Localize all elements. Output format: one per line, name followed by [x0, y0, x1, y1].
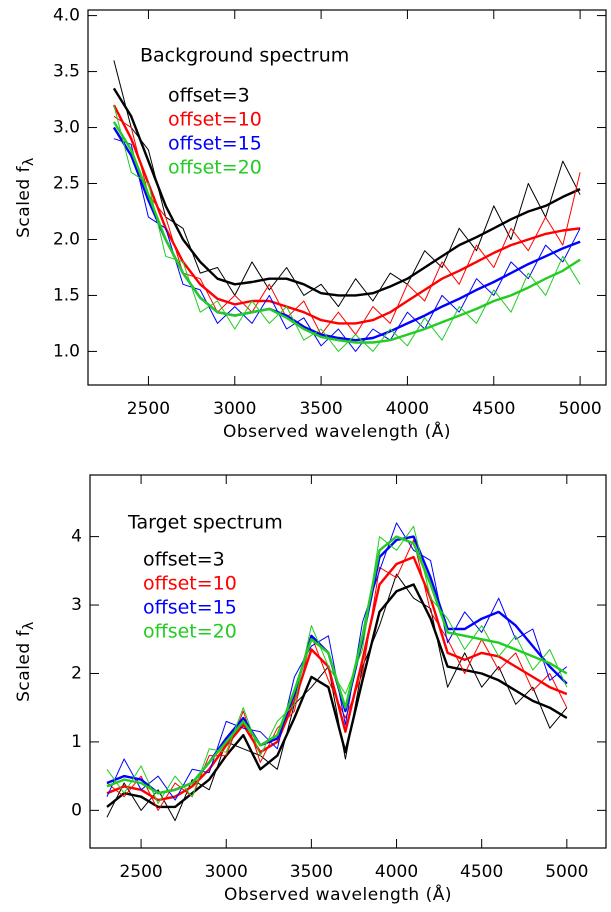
annotation-title: Target spectrum [127, 512, 283, 534]
legend-entry: offset=10 [143, 573, 237, 595]
plot-frame [87, 9, 607, 386]
y-axis-label-sub: λ [21, 157, 37, 166]
y-tick-label: 3.0 [53, 118, 80, 138]
x-tick-label: 3000 [213, 399, 256, 419]
smooth-line [106, 535, 568, 795]
smooth-line [112, 104, 581, 325]
y-tick-label: 3 [71, 595, 82, 615]
legend-entry: offset=20 [168, 157, 262, 179]
smooth-line [112, 87, 581, 297]
plot-frame [89, 474, 607, 849]
x-tick-label: 4000 [375, 862, 418, 882]
smooth-line [106, 555, 568, 802]
x-tick-label: 3000 [205, 862, 248, 882]
y-tick-label: 3.5 [53, 62, 80, 82]
y-tick-label: 4.0 [53, 6, 80, 26]
x-tick-label: 2500 [127, 399, 170, 419]
y-tick-label: 2.0 [53, 229, 80, 249]
y-tick-label: 4 [71, 527, 82, 547]
x-axis-label: Observed wavelength (Å) [224, 883, 452, 905]
y-tick-label: 2.5 [53, 174, 80, 194]
y-tick-label: 2 [71, 663, 82, 683]
x-tick-label: 4500 [472, 399, 515, 419]
legend-entry: offset=15 [168, 133, 262, 155]
y-tick-label: 1.5 [53, 285, 80, 305]
smooth-line [112, 121, 581, 344]
x-tick-label: 4000 [386, 399, 429, 419]
panel: 2500 3000 3500 4000 4500 5000 0 1 2 3 4 Observed wa… [14, 474, 607, 905]
y-axis-label-main: Scaled f [14, 629, 34, 701]
y-axis-label-main: Scaled f [14, 165, 34, 237]
x-tick-label: 4500 [460, 862, 503, 882]
legend-entry: offset=20 [143, 621, 237, 643]
y-axis-label: Scaled fλ [14, 621, 37, 702]
y-axis-label-sub: λ [21, 621, 37, 630]
legend-entry: offset=3 [168, 85, 250, 107]
plot-area [106, 522, 568, 822]
x-tick-label: 3500 [290, 862, 333, 882]
x-axis-label: Observed wavelength (Å) [223, 420, 451, 442]
x-tick-label: 5000 [545, 862, 588, 882]
plot-area [112, 60, 581, 352]
legend-entry: offset=15 [143, 597, 237, 619]
annotation-title: Background spectrum [140, 45, 349, 67]
x-tick-label: 3500 [299, 399, 342, 419]
x-tick-label: 5000 [558, 399, 601, 419]
legend-entry: offset=10 [168, 109, 262, 131]
y-tick-label: 1.0 [53, 341, 80, 361]
smooth-line [106, 583, 568, 809]
panel: 2500 3000 3500 4000 4500 5000 1.0 1.5 2.0 2.5 3.0 3… [14, 6, 607, 442]
x-tick-label: 2500 [119, 862, 162, 882]
y-axis-label: Scaled fλ [14, 157, 37, 238]
y-tick-label: 1 [71, 732, 82, 752]
legend-entry: offset=3 [143, 549, 225, 571]
y-tick-label: 0 [71, 800, 82, 820]
